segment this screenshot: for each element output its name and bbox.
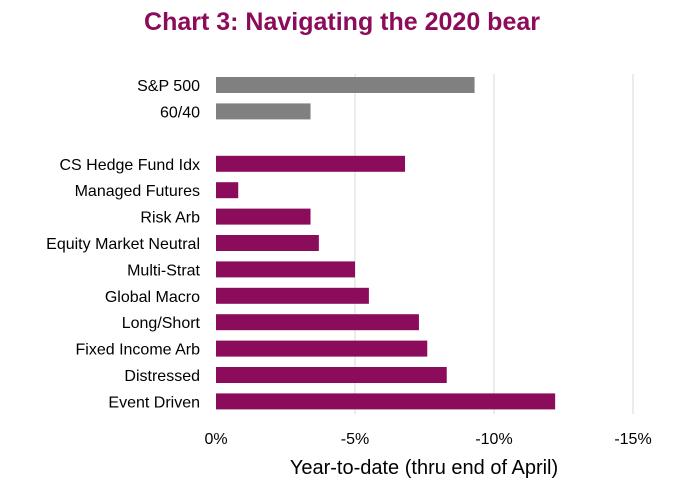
category-label: Fixed Income Arb xyxy=(76,342,201,359)
x-tick-label: -5% xyxy=(341,431,369,448)
bar-managed-futures xyxy=(216,182,239,199)
x-tick-label: -15% xyxy=(614,431,651,448)
gridlines xyxy=(354,74,634,414)
bar-s-p-500 xyxy=(216,77,475,93)
category-label: Equity Market Neutral xyxy=(46,236,200,253)
x-axis-label: Year-to-date (thru end of April) xyxy=(290,457,558,479)
category-label: S&P 500 xyxy=(137,78,200,95)
bar-fixed-income-arb xyxy=(216,340,428,357)
category-label: Long/Short xyxy=(122,315,201,332)
bar-equity-market-neutral xyxy=(216,235,319,251)
category-label: CS Hedge Fund Idx xyxy=(59,157,200,174)
category-labels: S&P 500 60/40 CS Hedge Fund Idx Managed Fut… xyxy=(46,78,200,411)
category-label: Global Macro xyxy=(105,289,200,306)
bar-60-40 xyxy=(216,103,311,120)
bars xyxy=(216,77,556,410)
bar-long-short xyxy=(216,314,419,331)
bar-cs-hedge-fund-idx xyxy=(216,155,406,172)
category-label: Event Driven xyxy=(108,394,200,411)
category-label: 60/40 xyxy=(160,104,200,121)
category-label: Risk Arb xyxy=(140,210,200,227)
bar-distressed xyxy=(216,367,447,383)
bar-risk-arb xyxy=(216,208,311,225)
chart-title: Chart 3: Navigating the 2020 bear xyxy=(144,8,540,36)
bar-multi-strat xyxy=(216,261,355,278)
bar-event-driven xyxy=(216,393,556,410)
x-axis-tick-labels: 0% -5% -10% -15% xyxy=(204,431,651,448)
x-tick-label: 0% xyxy=(204,431,227,448)
x-tick-label: -10% xyxy=(475,431,512,448)
category-label: Managed Futures xyxy=(75,183,200,200)
category-label: Distressed xyxy=(124,368,200,385)
bar-global-macro xyxy=(216,287,369,304)
category-label: Multi-Strat xyxy=(127,262,200,279)
